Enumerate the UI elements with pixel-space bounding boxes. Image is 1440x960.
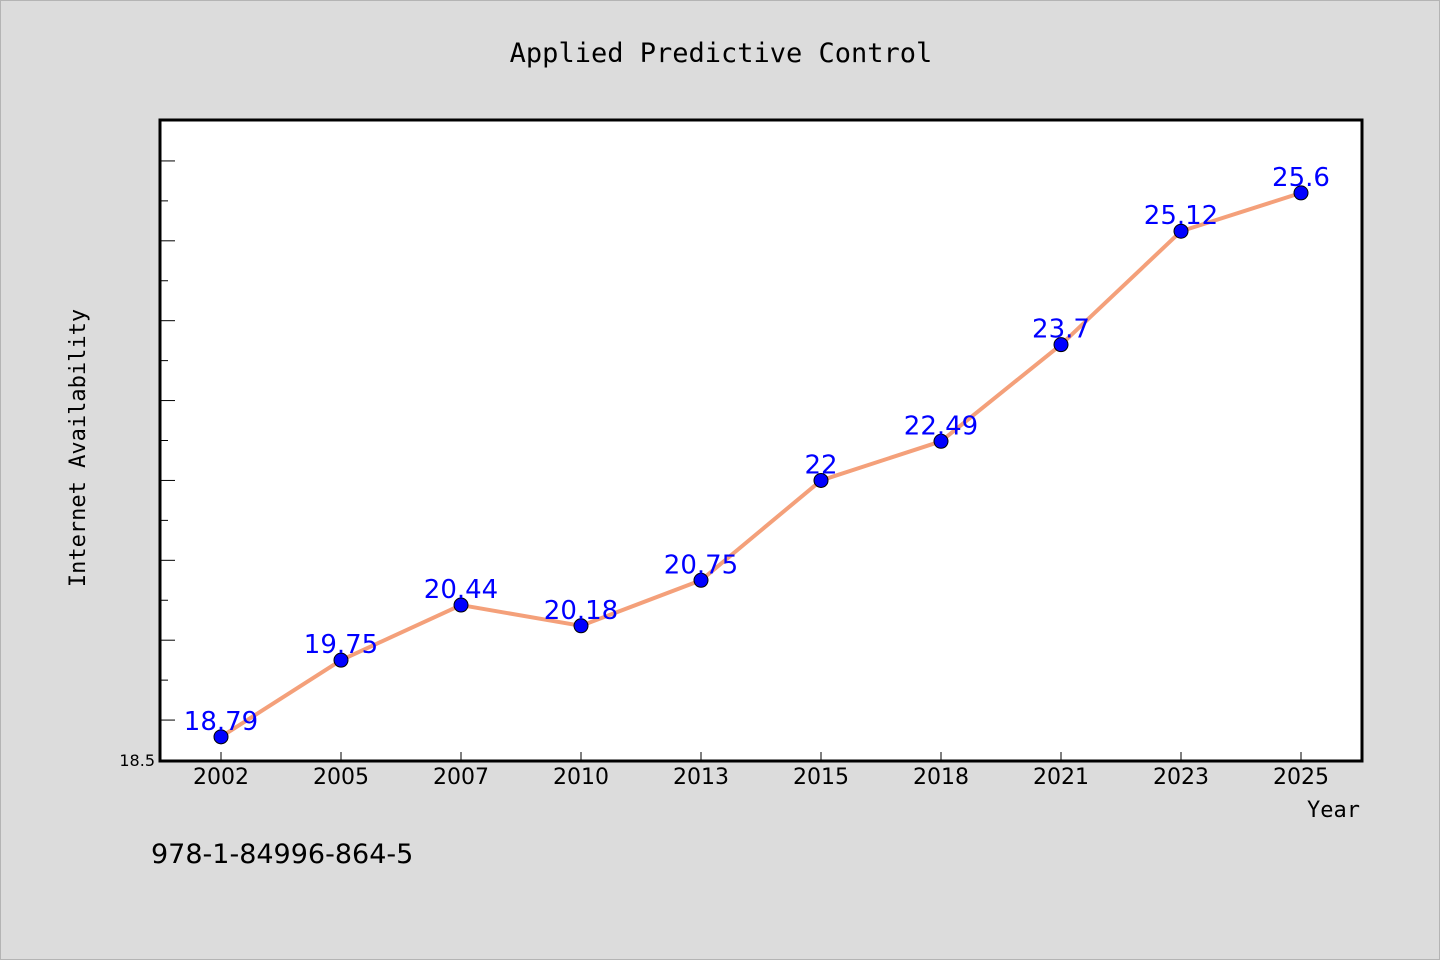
data-point: [453, 597, 469, 613]
data-point: [573, 618, 589, 634]
x-tick-label: 2015: [793, 765, 849, 790]
data-point: [813, 472, 829, 488]
data-point: [213, 729, 229, 745]
x-tick-label: 2002: [193, 765, 249, 790]
data-point: [333, 652, 349, 668]
data-point: [933, 433, 949, 449]
series-line: [219, 190, 1303, 739]
data-point: [1053, 337, 1069, 353]
x-tick-label: 2013: [673, 765, 729, 790]
x-tick-label: 2005: [313, 765, 369, 790]
data-point: [1173, 223, 1189, 239]
x-axis-label: Year: [1307, 798, 1360, 823]
x-tick-label: 2021: [1033, 765, 1089, 790]
data-point: [1293, 185, 1309, 201]
data-label: 19.75: [304, 630, 378, 660]
data-label: 23.7: [1032, 315, 1090, 345]
x-tick-label: 2023: [1153, 765, 1209, 790]
y-axis-ticks: 18.5: [119, 120, 175, 770]
data-label: 20.18: [544, 596, 618, 626]
y-tick-label: 18.5: [119, 751, 155, 770]
data-label: 25.6: [1272, 163, 1330, 193]
isbn-annotation: 978-1-84996-864-5: [151, 839, 413, 870]
data-label: 18.79: [184, 707, 258, 737]
y-axis-label: Internet Availability: [66, 309, 91, 587]
data-label: 20.44: [424, 575, 498, 605]
series-group: 18.79 19.75 20.44 20.18 20.75 22 22.49 23.7 25.1…: [184, 163, 1330, 745]
x-tick-label: 2025: [1273, 765, 1329, 790]
data-point: [693, 572, 709, 588]
x-tick-label: 2018: [913, 765, 969, 790]
plot-area: [158, 118, 1364, 763]
data-label: 20.75: [664, 550, 738, 580]
x-tick-label: 2010: [553, 765, 609, 790]
data-label: 25.12: [1144, 201, 1218, 231]
x-axis-ticks: 2002 2005 2007 2010 2013 2015 2018 2021 2023 2025: [193, 752, 1329, 790]
data-label: 22: [804, 450, 837, 480]
x-tick-label: 2007: [433, 765, 489, 790]
chart-title: Applied Predictive Control: [510, 38, 933, 69]
data-label: 22.49: [904, 411, 978, 441]
